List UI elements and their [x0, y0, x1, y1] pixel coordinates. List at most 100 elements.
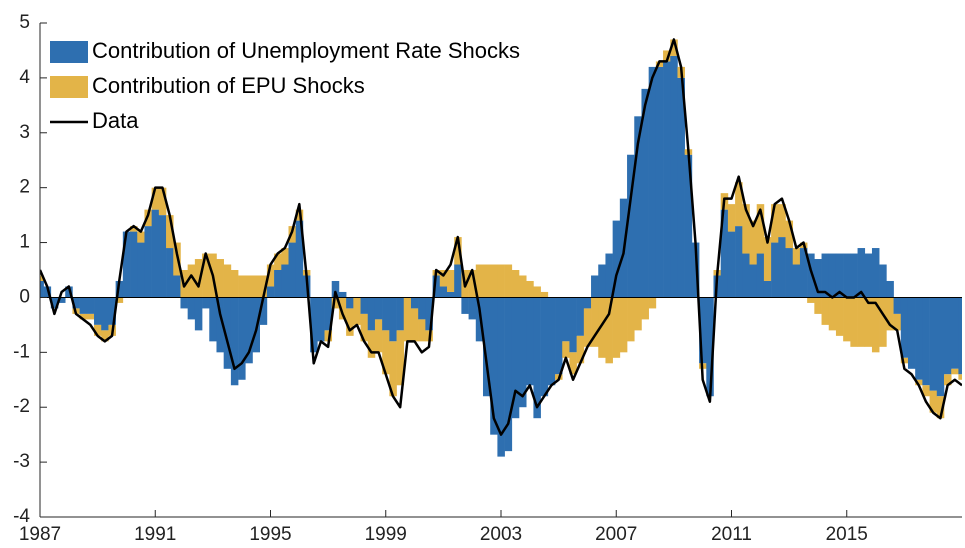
area-segment: [821, 253, 830, 298]
area-segment: [915, 379, 923, 386]
area-segment: [274, 270, 282, 298]
area-segment: [202, 253, 210, 298]
area-segment: [900, 297, 909, 358]
area-segment: [576, 297, 585, 336]
area-segment: [158, 215, 167, 298]
area-segment: [879, 297, 887, 347]
area-segment: [583, 297, 592, 309]
area-segment: [94, 324, 102, 336]
area-segment: [331, 280, 340, 298]
area-segment: [526, 280, 534, 298]
area-segment: [259, 275, 268, 298]
area-segment: [951, 297, 959, 369]
area-segment: [216, 297, 224, 353]
area-segment: [425, 297, 433, 331]
area-segment: [79, 297, 88, 314]
area-segment: [663, 50, 671, 62]
area-segment: [749, 264, 758, 298]
area-segment: [418, 319, 426, 342]
area-segment: [799, 248, 808, 298]
legend: Contribution of Unemployment Rate Shocks…: [50, 38, 520, 133]
area-segment: [735, 182, 743, 227]
area-segment: [281, 248, 289, 265]
area-segment: [432, 275, 441, 298]
area-segment: [807, 297, 815, 303]
area-segment: [86, 297, 95, 314]
y-tick-label: -3: [13, 451, 30, 472]
area-segment: [461, 297, 469, 314]
area-segment: [857, 297, 866, 347]
area-segment: [763, 280, 772, 298]
area-segment: [497, 297, 505, 457]
area-segment: [490, 297, 498, 435]
area-segment: [166, 215, 174, 249]
x-tick-label: 2015: [826, 524, 868, 545]
area-segment: [439, 270, 448, 287]
area-segment: [40, 280, 44, 298]
area-segment: [605, 253, 613, 298]
area-segment: [468, 270, 477, 298]
x-tick-label: 1995: [249, 524, 291, 545]
area-segment: [569, 297, 577, 353]
area-segment: [281, 264, 289, 298]
area-segment: [670, 39, 678, 56]
area-segment: [245, 275, 253, 298]
y-tick-label: 3: [19, 122, 30, 143]
area-segment: [266, 264, 275, 287]
area-segment: [922, 297, 930, 386]
area-segment: [871, 248, 880, 298]
area-segment: [641, 88, 649, 298]
area-segment: [778, 204, 786, 238]
x-tick-label: 2003: [480, 524, 522, 545]
area-segment: [749, 220, 758, 265]
area-segment: [144, 226, 152, 298]
area-segment: [634, 297, 642, 331]
area-segment: [612, 220, 621, 298]
area-segment: [598, 264, 606, 298]
area-segment: [504, 264, 513, 298]
area-segment: [130, 231, 138, 298]
area-segment: [663, 61, 671, 298]
area-segment: [619, 297, 628, 353]
y-tick-label: -1: [13, 341, 30, 362]
area-segment: [864, 297, 873, 347]
area-segment: [648, 297, 657, 309]
area-segment: [648, 66, 657, 298]
area-segment: [778, 237, 786, 298]
area-segment: [266, 286, 275, 298]
area-segment: [245, 297, 253, 364]
area-segment: [864, 253, 873, 298]
area-segment: [338, 297, 347, 320]
area-segment: [727, 204, 736, 232]
y-tick-label: 5: [19, 12, 30, 33]
x-tick-label: 2007: [595, 524, 637, 545]
area-segment: [108, 297, 116, 325]
area-segment: [50, 297, 59, 309]
area-segment: [367, 297, 376, 331]
area-segment: [166, 248, 174, 298]
area-segment: [670, 55, 678, 298]
area-segment: [475, 297, 484, 342]
area-segment: [684, 154, 693, 298]
area-segment: [490, 264, 498, 298]
area-segment: [468, 297, 477, 320]
area-segment: [382, 297, 390, 331]
area-segment: [929, 297, 938, 391]
area-segment: [943, 297, 952, 375]
area-segment: [958, 374, 962, 380]
area-segment: [410, 297, 419, 309]
area-segment: [763, 237, 772, 281]
area-segment: [771, 242, 779, 298]
y-tick-label: 2: [19, 177, 30, 198]
area-segment: [591, 275, 599, 298]
area-segment: [634, 116, 642, 298]
area-segment: [374, 297, 383, 320]
area-segment: [454, 237, 462, 265]
area-segment: [194, 259, 203, 298]
area-segment: [627, 154, 635, 298]
area-segment: [591, 297, 599, 347]
area-segment: [295, 220, 304, 298]
area-segment: [835, 297, 844, 336]
legend-label: Contribution of Unemployment Rate Shocks: [92, 38, 520, 63]
area-segment: [374, 319, 383, 353]
